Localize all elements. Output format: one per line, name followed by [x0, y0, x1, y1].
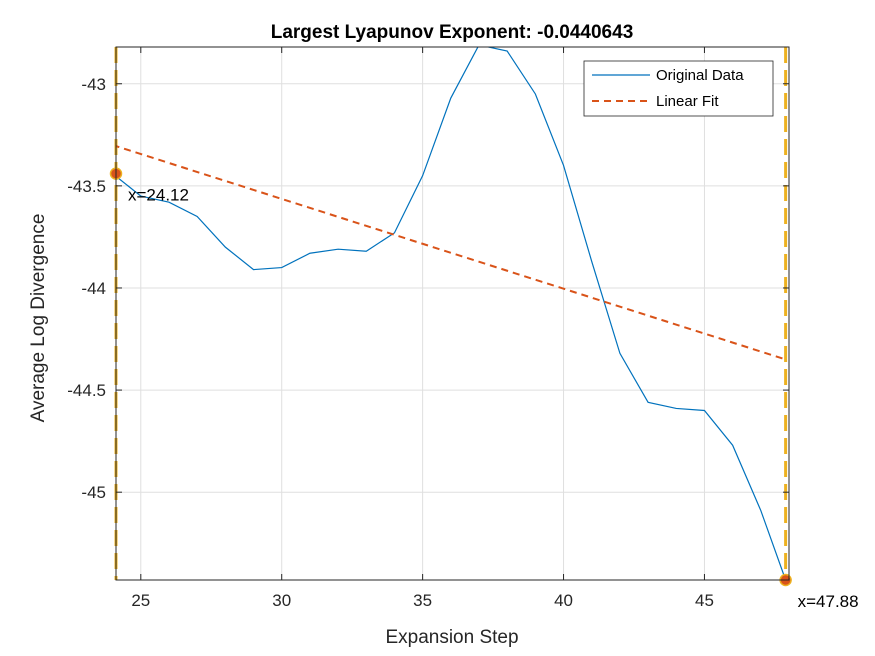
legend-entry: Linear Fit [656, 93, 719, 110]
x-tick-label: 40 [554, 591, 573, 610]
x-tick-label: 25 [131, 591, 150, 610]
legend-box [583, 60, 774, 117]
tick-labels: 25 30 35 40 45 -43 -43.5 -44 -44.5 -45 [67, 75, 714, 610]
y-tick-label: -45 [81, 483, 106, 502]
x-tick-label: 45 [695, 591, 714, 610]
y-tick-label: -44.5 [67, 381, 106, 400]
chart-title: Largest Lyapunov Exponent: -0.0440643 [271, 22, 634, 43]
tick-marks [116, 47, 789, 580]
original-data-line [116, 47, 787, 580]
legend[interactable]: Original Data Linear Fit [583, 60, 774, 117]
x-tick-label: 35 [413, 591, 432, 610]
linear-fit-line [116, 145, 786, 361]
axes-box [115, 46, 790, 581]
y-tick-label: -43.5 [67, 177, 106, 196]
series-group [116, 47, 787, 580]
y-tick-label: -43 [81, 75, 106, 94]
marker-label: x=24.12 [128, 186, 189, 205]
marker-labels: x=24.12 x=47.88 [128, 186, 859, 611]
plot-area [116, 47, 789, 580]
legend-entry: Original Data [656, 67, 744, 84]
grid-lines [116, 47, 789, 580]
y-tick-label: -44 [81, 279, 106, 298]
x-tick-label: 30 [272, 591, 291, 610]
y-axis-label: Average Log Divergence [28, 214, 49, 423]
x-axis-label: Expansion Step [385, 627, 518, 648]
marker-label: x=47.88 [798, 592, 859, 611]
